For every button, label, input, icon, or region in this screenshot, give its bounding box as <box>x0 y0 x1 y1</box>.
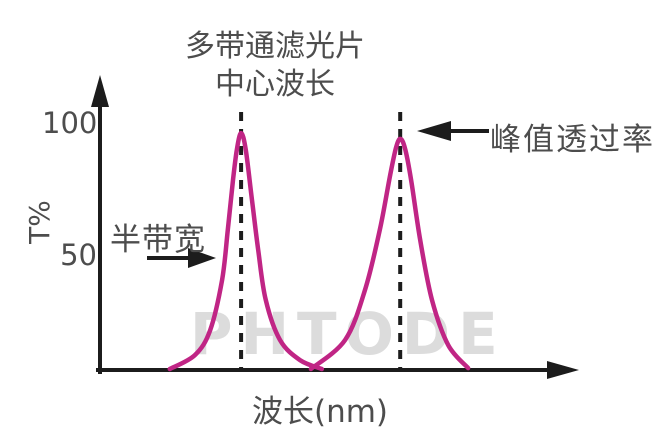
x-axis-label: 波长(nm) <box>251 394 389 430</box>
half-bandwidth-arrow-icon <box>147 248 216 268</box>
y-tick-100: 100 <box>42 106 98 140</box>
chart-title-line1: 多带通滤光片 <box>185 29 365 64</box>
chart-title: 多带通滤光片 中心波长 <box>160 28 390 104</box>
half-bandwidth-label: 半带宽 <box>110 222 206 258</box>
transmission-curve <box>308 136 471 372</box>
transmission-curve <box>167 130 325 372</box>
transmission-curves <box>167 130 471 372</box>
x-axis-arrow-icon <box>547 361 579 379</box>
center-wavelength-dashed-lines <box>239 112 403 368</box>
y-axis-label: T% <box>23 200 56 244</box>
chart-title-line2: 中心波长 <box>215 67 335 102</box>
y-axis-arrow-icon <box>91 75 109 107</box>
peak-transmittance-label: 峰值透过率 <box>490 122 655 158</box>
peak-transmittance-arrow-icon <box>417 121 489 141</box>
y-tick-50: 50 <box>60 238 97 272</box>
